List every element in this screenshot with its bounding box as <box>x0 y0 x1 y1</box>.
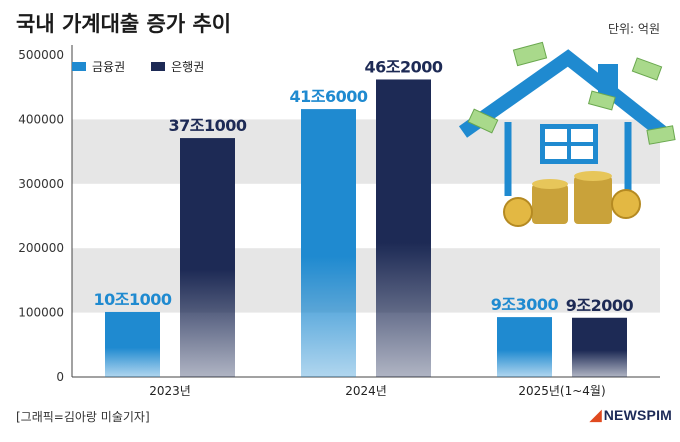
legend-label-series2: 은행권 <box>171 60 205 74</box>
data-label: 9조2000 <box>566 296 634 315</box>
grid-band <box>72 248 660 313</box>
legend-swatch-series2 <box>151 62 166 71</box>
bar-series1 <box>497 317 552 377</box>
legend-item-series2: 은행권 <box>151 58 204 75</box>
data-label: 41조6000 <box>289 87 367 106</box>
data-label: 37조1000 <box>168 116 246 135</box>
legend-item-series1: 금융권 <box>72 58 125 75</box>
unit-label: 단위: 억원 <box>607 22 660 36</box>
logo-mark-icon: ◢ <box>590 407 602 424</box>
y-tick-label: 500000 <box>18 48 64 62</box>
data-label: 10조1000 <box>93 290 171 309</box>
y-tick-label: 100000 <box>18 306 64 320</box>
data-label: 46조2000 <box>364 57 442 76</box>
coin-stack-icon <box>503 171 641 227</box>
y-tick-label: 200000 <box>18 241 64 255</box>
money-bill-icon <box>467 41 676 145</box>
bar-series2 <box>180 138 235 377</box>
bar-series1 <box>301 109 356 377</box>
logo-text: NEWSPIM <box>603 407 673 423</box>
legend-label-series1: 금융권 <box>92 60 126 74</box>
newspim-logo: ◢ NEWSPIM <box>590 406 672 424</box>
data-label: 9조3000 <box>491 295 559 314</box>
house-illustration <box>458 41 676 227</box>
bar-series2 <box>572 317 627 377</box>
chart-title: 국내 가계대출 증가 추이 <box>16 12 232 36</box>
x-tick-label: 2023년 <box>149 384 191 398</box>
legend-swatch-series1 <box>72 62 86 71</box>
x-tick-label: 2024년 <box>345 384 387 398</box>
y-tick-label: 0 <box>56 370 64 384</box>
bar-series1 <box>105 311 160 377</box>
bar-series2 <box>376 79 431 378</box>
y-tick-label: 400000 <box>18 112 64 126</box>
x-tick-label: 2025년(1~4월) <box>518 384 605 398</box>
y-tick-label: 300000 <box>18 177 64 191</box>
credit: [그래픽=김아랑 미술기자] <box>16 410 150 424</box>
legend: 금융권 은행권 <box>72 58 204 75</box>
